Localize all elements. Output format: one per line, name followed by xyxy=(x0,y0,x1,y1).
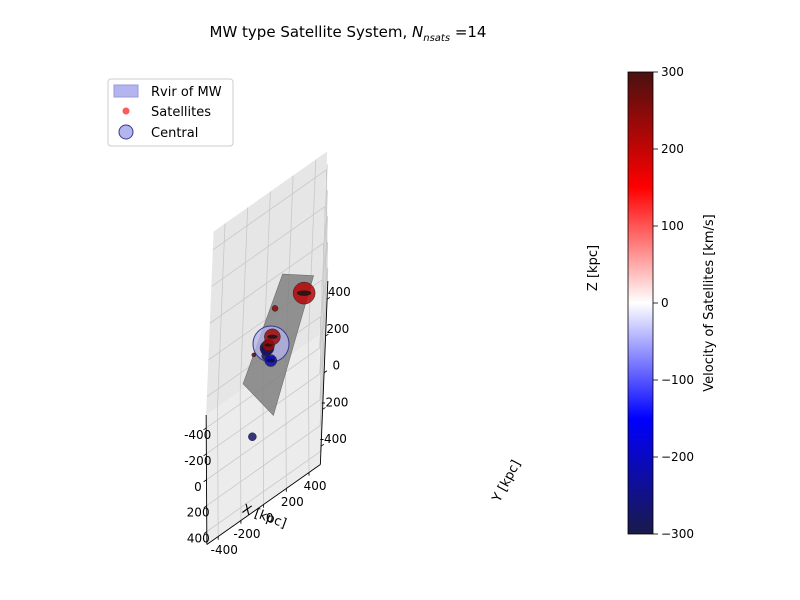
x-tick-label: -200 xyxy=(184,454,211,468)
colorbar-ticks: −300 −200 −100 0 100 200 300 xyxy=(653,65,694,541)
satellite-point xyxy=(248,432,257,441)
legend-rvir-label: Rvir of MW xyxy=(151,85,222,100)
x-tick-mark xyxy=(203,479,207,483)
legend-satellite-label: Satellites xyxy=(151,105,211,120)
legend-central-label: Central xyxy=(151,126,198,141)
colorbar-tick-label: 300 xyxy=(661,65,684,79)
x-tick-label: 400 xyxy=(187,532,210,546)
grid-line xyxy=(212,169,327,251)
colorbar-tick-label: 100 xyxy=(661,219,684,233)
z-tick-label: 400 xyxy=(328,285,351,299)
colorbar-tick-label: −300 xyxy=(661,527,694,541)
chart-title: MW type Satellite System, Nnsats =14 xyxy=(210,23,487,44)
grid-line xyxy=(325,169,328,300)
y-tick-label: -200 xyxy=(233,527,260,541)
grid-line xyxy=(209,242,324,324)
z-tick-label: -400 xyxy=(320,432,347,446)
satellite-orbit-marker xyxy=(266,359,275,363)
y-tick-label: 400 xyxy=(304,479,327,493)
z-tick-mark xyxy=(322,407,326,410)
x-tick-mark xyxy=(203,427,207,431)
z-tick-label: 200 xyxy=(326,322,349,336)
axes-grid xyxy=(205,159,329,537)
x-tick-mark xyxy=(203,505,207,508)
grid-line xyxy=(322,243,325,373)
grid-line xyxy=(239,390,242,521)
grid-line xyxy=(319,316,322,447)
grid-line xyxy=(211,206,326,287)
satellite-orbit-marker xyxy=(267,334,278,339)
x-tick-mark xyxy=(203,531,208,534)
y-axis-label: Y [kpc] xyxy=(489,458,524,506)
colorbar-tick-label: −100 xyxy=(661,373,694,387)
colorbar: −300 −200 −100 0 100 200 300 Velocity of Satel… xyxy=(627,65,717,541)
x-tick-label: 200 xyxy=(187,506,210,520)
grid-line xyxy=(285,358,287,489)
axes-ticks: -400-2000200400-400-2000200400-400-20002… xyxy=(184,285,351,557)
grid-line xyxy=(324,206,327,337)
legend-central-marker xyxy=(118,124,134,140)
satellite-points xyxy=(248,281,316,441)
z-tick-mark xyxy=(320,443,325,447)
legend-satellite-marker xyxy=(122,107,130,115)
colorbar-label: Velocity of Satellites [km/s] xyxy=(702,214,717,391)
colorbar-tick-label: 0 xyxy=(661,296,669,310)
grid-line xyxy=(307,342,310,473)
z-tick-mark xyxy=(323,370,328,374)
colorbar-tick-label: −200 xyxy=(661,450,694,464)
y-tick-label: 0 xyxy=(266,511,274,525)
satellite-point xyxy=(251,352,257,358)
colorbar-gradient xyxy=(627,71,654,535)
z-tick-label: -200 xyxy=(321,395,348,409)
svg-text:MW type Satellite System, Nnsa: MW type Satellite System, Nnsats =14 xyxy=(210,23,487,44)
z-tick-mark xyxy=(326,297,331,300)
legend-rvir-swatch xyxy=(113,84,139,98)
x-tick-label: -400 xyxy=(184,428,211,442)
grid-line xyxy=(321,279,324,410)
legend-box xyxy=(107,78,234,147)
x-tick-label: 0 xyxy=(194,480,202,494)
y-tick-label: -400 xyxy=(211,543,238,557)
satellite-point xyxy=(271,305,279,312)
z-axis-label: Z [kpc] xyxy=(586,245,601,291)
satellite-orbit-marker xyxy=(296,290,312,296)
z-tick-label: 0 xyxy=(332,359,340,373)
z-tick-mark xyxy=(325,333,329,337)
legend: Rvir of MW Satellites Central xyxy=(107,78,234,147)
colorbar-tick-label: 200 xyxy=(661,142,684,156)
y-tick-label: 200 xyxy=(281,495,304,509)
grid-line xyxy=(217,406,219,537)
x-tick-mark xyxy=(203,453,207,457)
